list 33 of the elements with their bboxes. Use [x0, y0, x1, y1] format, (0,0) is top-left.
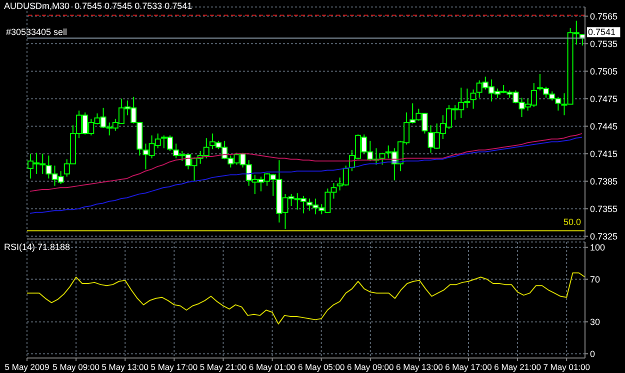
x-tick-label: 5 May 09:00 — [52, 362, 100, 372]
y-tick-label: 0.7505 — [590, 66, 618, 76]
ref-line-label: 0.7541 — [588, 27, 616, 38]
x-tick-label: 5 May 21:00 — [200, 362, 247, 372]
chart-title: RSI(14) 71.8188 — [4, 242, 70, 252]
chart-title: AUDUSDm,M30 0.7545 0.7545 0.7533 0.7541 — [4, 1, 192, 11]
annotation: #30533405 sell — [6, 27, 68, 37]
y-tick-label: 70 — [590, 274, 600, 284]
annotation: 50.0 — [563, 217, 581, 227]
x-tick-label: 6 May 05:00 — [298, 362, 345, 372]
y-tick-label: 0.7475 — [590, 94, 618, 104]
y-tick-label: 100 — [590, 242, 606, 253]
y-tick-label: 0.7325 — [590, 231, 618, 242]
y-tick-label: 0.7535 — [590, 38, 618, 49]
x-tick-label: 6 May 21:00 — [494, 362, 542, 372]
y-tick-label: 0.7415 — [590, 148, 618, 159]
line-series — [30, 136, 582, 214]
x-tick-label: 5 May 2009 — [4, 362, 50, 372]
x-tick-label: 6 May 09:00 — [346, 362, 394, 372]
y-tick-label: 0 — [590, 348, 596, 359]
y-tick-label: 0.7385 — [590, 176, 618, 186]
y-tick-label: 30 — [590, 317, 600, 328]
line-series — [26, 272, 586, 324]
line-series — [30, 133, 582, 192]
y-tick-label: 0.7565 — [590, 11, 618, 22]
x-tick-label: 5 May 17:00 — [150, 362, 198, 372]
x-tick-label: 6 May 17:00 — [445, 362, 492, 372]
x-tick-label: 6 May 01:00 — [248, 362, 296, 372]
y-tick-label: 0.7355 — [590, 204, 618, 214]
y-tick-label: 0.7445 — [590, 121, 618, 132]
x-tick-label: 7 May 01:00 — [543, 362, 590, 372]
x-tick-label: 5 May 13:00 — [102, 362, 149, 372]
x-tick-label: 6 May 13:00 — [396, 362, 444, 372]
